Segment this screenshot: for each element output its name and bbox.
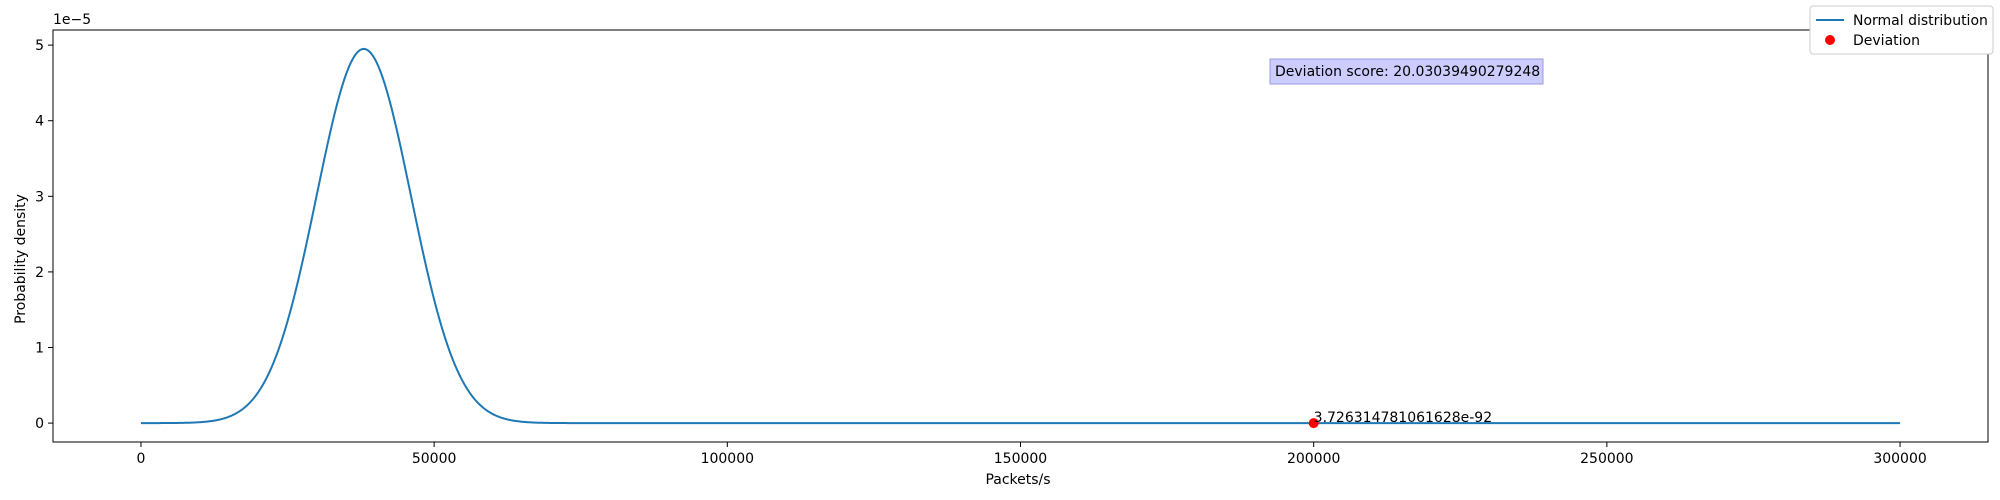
deviation-point (1308, 418, 1319, 429)
y-axis-label: Probability density (13, 194, 29, 324)
legend-marker-swatch (1825, 35, 1835, 45)
plot-area: 3.726314781061628e-92 (52, 29, 1989, 443)
x-tick-label: 0 (136, 451, 145, 467)
x-axis-label: Packets/s (985, 472, 1050, 488)
y-tick-label: 1 (35, 341, 44, 357)
x-tick-label: 300000 (1873, 451, 1926, 467)
x-tick-label: 150000 (994, 451, 1047, 467)
deviation-score-text: Deviation score: 20.03039490279248 (1275, 64, 1540, 80)
y-tick-label: 4 (35, 114, 44, 130)
x-tick-label: 100000 (701, 451, 754, 467)
legend: Normal distribution Deviation (1809, 5, 1994, 55)
y-axis: 0 1 2 3 4 5 (35, 38, 53, 432)
deviation-value-label: 3.726314781061628e-92 (1314, 410, 1492, 426)
normal-distribution-line (140, 47, 1901, 425)
axes-frame (52, 29, 1989, 443)
y-tick-label: 2 (35, 265, 44, 281)
y-tick-label: 0 (35, 416, 44, 432)
legend-label-deviation: Deviation (1853, 33, 1920, 49)
x-tick-label: 250000 (1580, 451, 1633, 467)
x-tick-label: 200000 (1287, 451, 1340, 467)
x-axis: 0 50000 100000 150000 200000 250000 300000 (136, 442, 1927, 467)
legend-frame (1809, 5, 1994, 55)
legend-label-normal: Normal distribution (1853, 13, 1988, 29)
y-tick-label: 5 (35, 38, 44, 54)
deviation-score-bg (1269, 58, 1544, 85)
x-tick-label: 50000 (412, 451, 457, 467)
y-offset-text: 1e−5 (53, 12, 91, 28)
deviation-score-box: Deviation score: 20.03039490279248 (1269, 58, 1544, 85)
y-tick-label: 3 (35, 189, 44, 205)
